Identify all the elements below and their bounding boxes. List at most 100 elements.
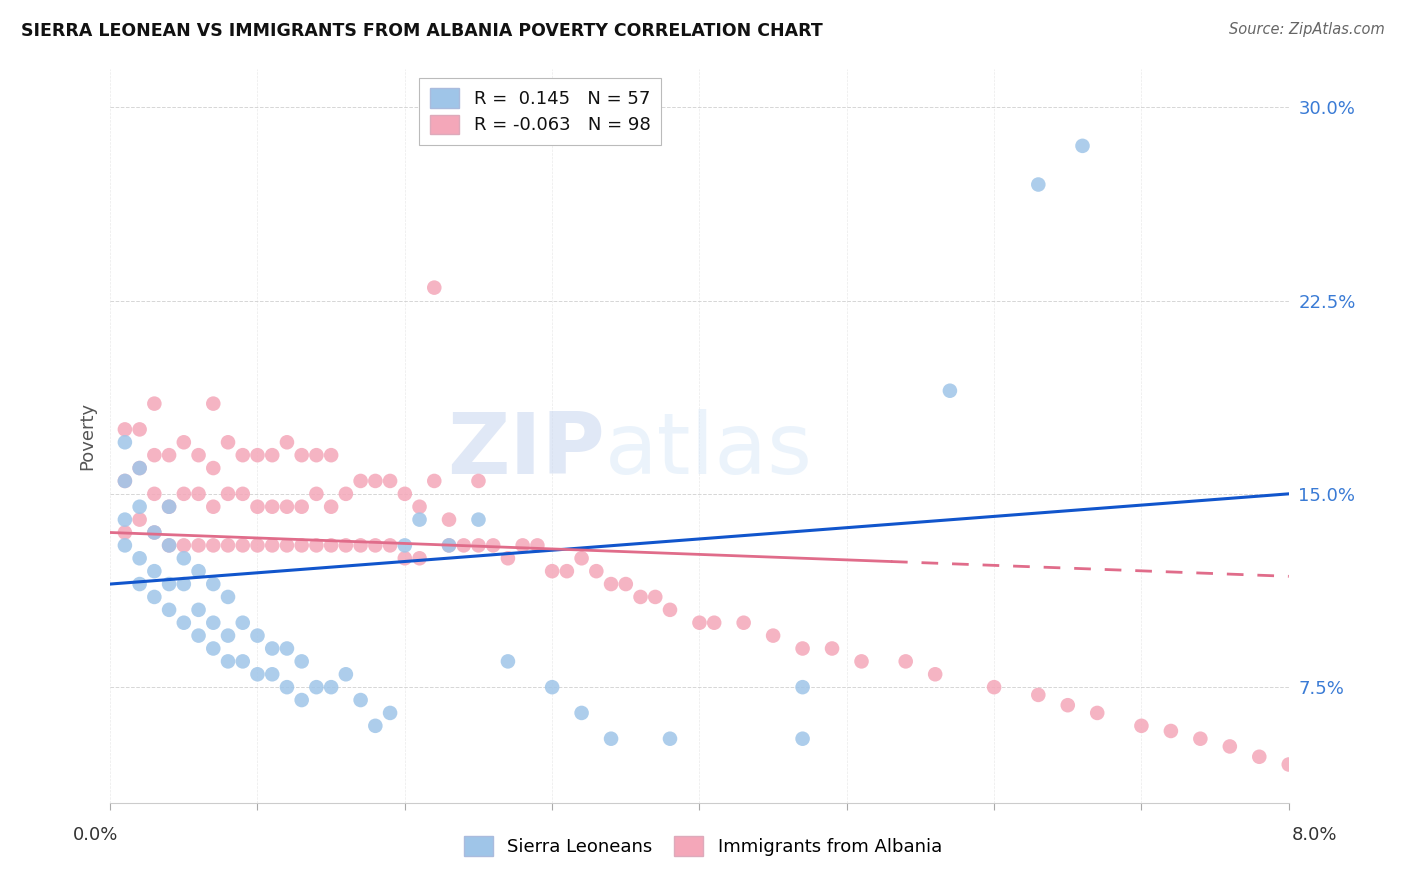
Legend: Sierra Leoneans, Immigrants from Albania: Sierra Leoneans, Immigrants from Albania	[457, 829, 949, 863]
Point	[217, 629, 239, 643]
Point	[143, 525, 166, 540]
Text: SIERRA LEONEAN VS IMMIGRANTS FROM ALBANIA POVERTY CORRELATION CHART: SIERRA LEONEAN VS IMMIGRANTS FROM ALBANI…	[21, 22, 823, 40]
Point	[467, 474, 489, 488]
Point	[571, 706, 593, 720]
Point	[246, 448, 269, 462]
Point	[437, 513, 460, 527]
Point	[291, 538, 314, 552]
Point	[291, 693, 314, 707]
Point	[585, 564, 607, 578]
Point	[939, 384, 962, 398]
Point	[114, 474, 136, 488]
Point	[173, 551, 195, 566]
Point	[114, 525, 136, 540]
Point	[792, 680, 814, 694]
Text: ZIP: ZIP	[447, 409, 605, 492]
Point	[291, 500, 314, 514]
Point	[114, 513, 136, 527]
Point	[202, 396, 225, 410]
Point	[262, 500, 284, 514]
Point	[437, 538, 460, 552]
Point	[364, 474, 387, 488]
Point	[276, 435, 298, 450]
Point	[630, 590, 652, 604]
Point	[305, 487, 328, 501]
Point	[246, 500, 269, 514]
Point	[262, 641, 284, 656]
Point	[305, 538, 328, 552]
Point	[321, 448, 343, 462]
Point	[335, 538, 357, 552]
Point	[378, 538, 401, 552]
Point	[128, 500, 150, 514]
Point	[983, 680, 1005, 694]
Point	[437, 538, 460, 552]
Point	[659, 731, 682, 746]
Point	[232, 615, 254, 630]
Point	[114, 474, 136, 488]
Point	[173, 615, 195, 630]
Point	[1056, 698, 1078, 713]
Point	[173, 577, 195, 591]
Point	[157, 500, 180, 514]
Point	[187, 603, 209, 617]
Point	[143, 564, 166, 578]
Point	[394, 551, 416, 566]
Point	[762, 629, 785, 643]
Point	[157, 500, 180, 514]
Point	[526, 538, 548, 552]
Point	[924, 667, 946, 681]
Point	[187, 487, 209, 501]
Point	[173, 435, 195, 450]
Point	[143, 525, 166, 540]
Point	[335, 667, 357, 681]
Point	[128, 422, 150, 436]
Point	[659, 603, 682, 617]
Point	[262, 667, 284, 681]
Point	[614, 577, 637, 591]
Point	[202, 641, 225, 656]
Point	[1130, 719, 1153, 733]
Point	[335, 487, 357, 501]
Point	[143, 487, 166, 501]
Point	[157, 538, 180, 552]
Point	[394, 538, 416, 552]
Point	[851, 654, 873, 668]
Point	[703, 615, 725, 630]
Point	[128, 513, 150, 527]
Point	[364, 538, 387, 552]
Point	[157, 448, 180, 462]
Point	[1278, 757, 1301, 772]
Point	[571, 551, 593, 566]
Point	[128, 551, 150, 566]
Text: Source: ZipAtlas.com: Source: ZipAtlas.com	[1229, 22, 1385, 37]
Point	[555, 564, 578, 578]
Point	[600, 577, 623, 591]
Point	[202, 577, 225, 591]
Point	[217, 487, 239, 501]
Point	[276, 538, 298, 552]
Point	[217, 590, 239, 604]
Point	[291, 654, 314, 668]
Point	[276, 500, 298, 514]
Point	[276, 680, 298, 694]
Point	[143, 448, 166, 462]
Point	[644, 590, 666, 604]
Point	[305, 448, 328, 462]
Point	[246, 629, 269, 643]
Point	[467, 538, 489, 552]
Point	[157, 538, 180, 552]
Point	[1071, 139, 1094, 153]
Point	[114, 422, 136, 436]
Point	[733, 615, 755, 630]
Point	[349, 693, 371, 707]
Point	[202, 615, 225, 630]
Point	[1026, 688, 1049, 702]
Point	[408, 551, 430, 566]
Point	[1085, 706, 1108, 720]
Point	[408, 500, 430, 514]
Point	[143, 396, 166, 410]
Point	[232, 448, 254, 462]
Point	[408, 513, 430, 527]
Point	[512, 538, 534, 552]
